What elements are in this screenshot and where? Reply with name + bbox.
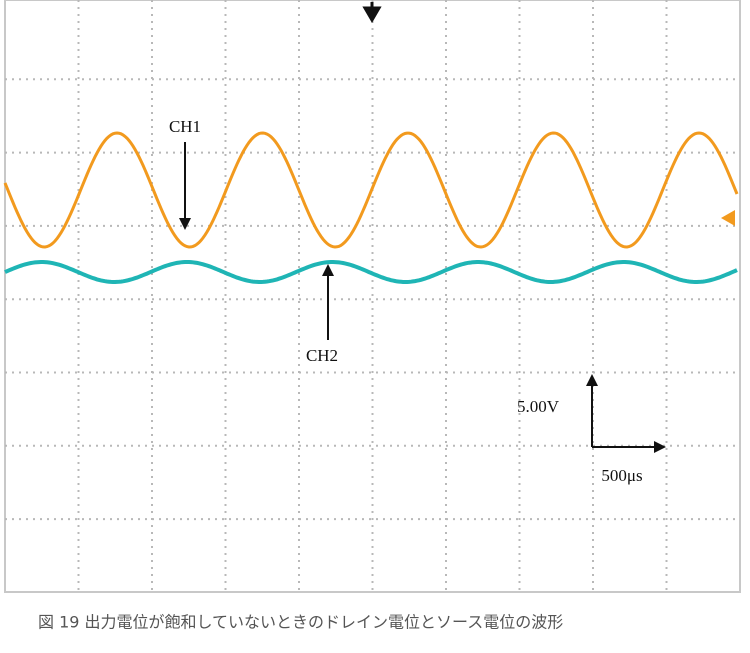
ch1-label: CH1 [169,117,201,136]
ch2-waveform [4,260,738,284]
ch1-waveform [3,131,739,249]
volt-arrow-head [586,374,598,386]
time-arrow-head [654,441,666,453]
volts-per-div: 5.00V [517,397,560,416]
trigger-marker [362,2,382,23]
ch2-label: CH2 [306,346,338,365]
graticule [5,0,740,592]
figure-caption: 図 19 出力電位が飽和していないときのドレイン電位とソース電位の波形 [38,613,563,632]
time-per-div: 500μs [601,466,642,485]
ch1-level-marker [721,210,735,226]
ch1-arrow-head [179,218,191,230]
ch2-arrow-head [322,264,334,276]
